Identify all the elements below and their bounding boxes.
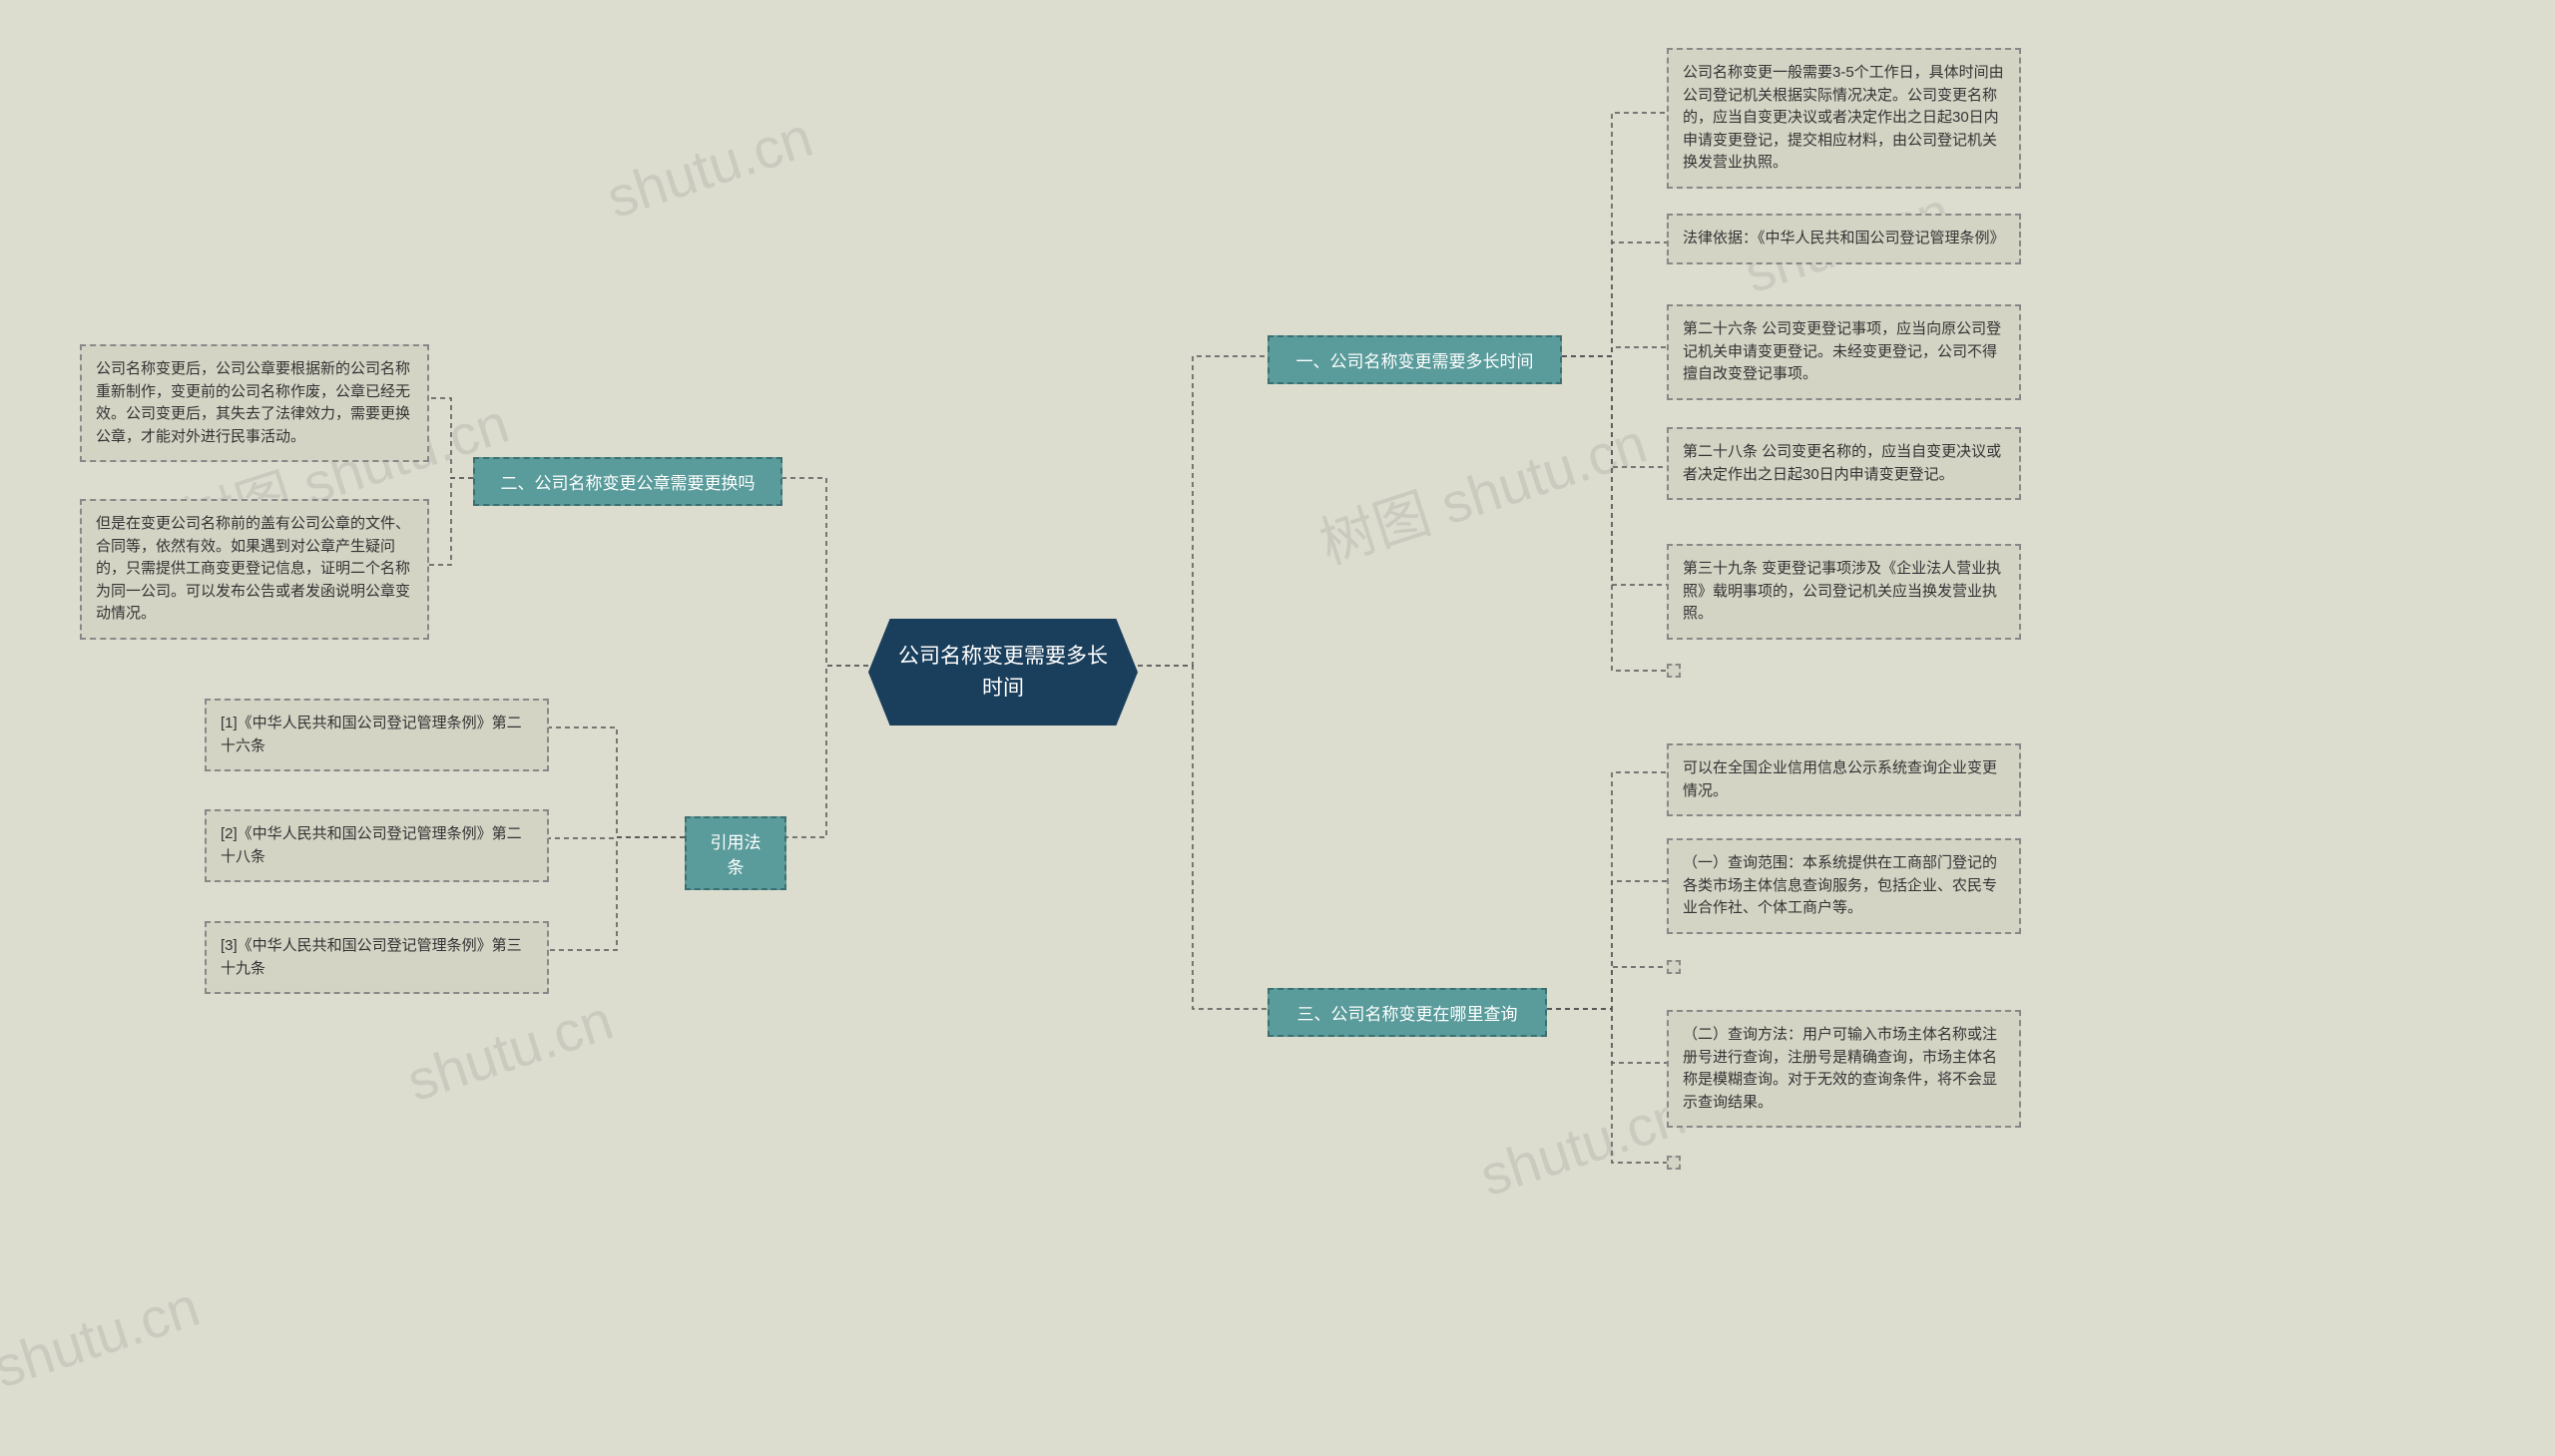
leaf-node[interactable]: 但是在变更公司名称前的盖有公司公章的文件、合同等，依然有效。如果遇到对公章产生疑… xyxy=(80,499,429,640)
leaf-node[interactable]: （一）查询范围：本系统提供在工商部门登记的各类市场主体信息查询服务，包括企业、农… xyxy=(1667,838,2021,934)
leaf-node[interactable]: 公司名称变更一般需要3-5个工作日，具体时间由公司登记机关根据实际情况决定。公司… xyxy=(1667,48,2021,189)
leaf-node[interactable]: 法律依据：《中华人民共和国公司登记管理条例》 xyxy=(1667,214,2021,264)
mindmap-canvas: 树图 shutu.cn shutu.cn 树图 shutu.cn shutu.c… xyxy=(0,0,2555,1456)
branch-node-4[interactable]: 引用法条 xyxy=(685,816,786,890)
branch-node-2[interactable]: 二、公司名称变更公章需要更换吗 xyxy=(473,457,782,506)
leaf-node[interactable]: （二）查询方法：用户可输入市场主体名称或注册号进行查询，注册号是精确查询，市场主… xyxy=(1667,1010,2021,1128)
leaf-node[interactable]: 公司名称变更后，公司公章要根据新的公司名称重新制作，变更前的公司名称作废，公章已… xyxy=(80,344,429,462)
watermark: shutu.cn xyxy=(599,104,819,231)
leaf-node[interactable]: 可以在全国企业信用信息公示系统查询企业变更情况。 xyxy=(1667,743,2021,816)
leaf-node[interactable]: 第三十九条 变更登记事项涉及《企业法人营业执照》载明事项的，公司登记机关应当换发… xyxy=(1667,544,2021,640)
watermark: 树图 shutu.cn xyxy=(0,1262,208,1444)
watermark: shutu.cn xyxy=(1472,1082,1693,1209)
leaf-node-empty[interactable] xyxy=(1667,1156,1681,1170)
leaf-node[interactable]: 第二十六条 公司变更登记事项，应当向原公司登记机关申请变更登记。未经变更登记，公… xyxy=(1667,304,2021,400)
watermark: 树图 shutu.cn xyxy=(1308,399,1656,581)
branch-node-1[interactable]: 一、公司名称变更需要多长时间 xyxy=(1268,335,1562,384)
branch-node-3[interactable]: 三、公司名称变更在哪里查询 xyxy=(1268,988,1547,1037)
watermark: shutu.cn xyxy=(399,987,620,1114)
leaf-node[interactable]: [3]《中华人民共和国公司登记管理条例》第三十九条 xyxy=(205,921,549,994)
leaf-node[interactable]: [1]《中华人民共和国公司登记管理条例》第二十六条 xyxy=(205,699,549,771)
leaf-node-empty[interactable] xyxy=(1667,664,1681,678)
root-node[interactable]: 公司名称变更需要多长时间 xyxy=(868,619,1138,726)
leaf-node-empty[interactable] xyxy=(1667,960,1681,974)
leaf-node[interactable]: [2]《中华人民共和国公司登记管理条例》第二十八条 xyxy=(205,809,549,882)
leaf-node[interactable]: 第二十八条 公司变更名称的，应当自变更决议或者决定作出之日起30日内申请变更登记… xyxy=(1667,427,2021,500)
